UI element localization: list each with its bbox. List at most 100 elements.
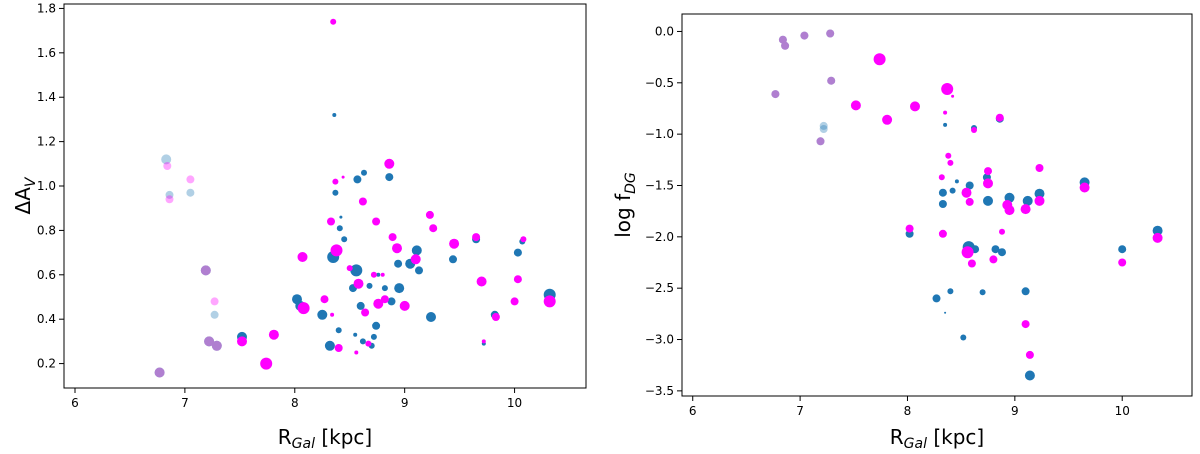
left-series-b-point <box>520 236 527 243</box>
left-series-b-point <box>410 254 421 265</box>
right-y-tick-label: −0.5 <box>645 76 674 90</box>
left-y-tick-label: 1.6 <box>37 46 56 60</box>
right-series-a-faint-point <box>800 31 809 40</box>
left-series-b-point <box>186 175 195 184</box>
left-series-b-point <box>297 252 308 262</box>
left-series-b-point <box>425 210 434 219</box>
left-series-b-point <box>297 302 310 315</box>
left-series-a-point <box>513 248 522 257</box>
right-series-b-point <box>1079 182 1090 193</box>
right-series-a-faint-point <box>816 137 825 146</box>
right-series-b-point <box>943 110 948 115</box>
left-y-tick-label: 1.0 <box>37 179 56 193</box>
left-series-a-faint-point <box>200 265 211 276</box>
left-series-a-faint-point <box>204 336 215 347</box>
right-series-a-point <box>943 122 948 127</box>
right-x-tick-label: 6 <box>689 404 697 418</box>
left-series-a-point <box>411 245 422 256</box>
right-series-b-point <box>947 159 954 166</box>
left-series-a-point <box>387 297 396 306</box>
right-series-a-point <box>1034 188 1045 199</box>
left-y-tick-label: 1.8 <box>37 1 56 15</box>
left-series-b-point <box>481 339 486 344</box>
right-series-b-point <box>1004 205 1015 216</box>
left-series-a-faint-point <box>211 340 222 351</box>
left-series-a-point <box>385 173 394 182</box>
left-series-b-point <box>476 276 487 287</box>
right-series-a-faint-point <box>827 76 836 85</box>
right-series-a-point <box>819 125 828 133</box>
left-series-b-point <box>449 238 460 249</box>
left-series-b-point <box>353 278 364 289</box>
left-series-b-point <box>354 350 359 355</box>
left-series-a-point <box>449 255 457 264</box>
left-series-b-point <box>372 217 381 226</box>
right-series-b-point <box>971 127 977 133</box>
left-series-b-point <box>327 217 335 226</box>
left-series-b-point <box>510 297 519 306</box>
right-series-a-faint-point <box>781 41 790 50</box>
right-series-b-point <box>995 113 1004 122</box>
left-series-a-point <box>317 309 328 320</box>
left-series-b-point <box>429 224 438 233</box>
right-y-tick-label: −2.5 <box>645 281 674 295</box>
right-series-a-point <box>1118 245 1127 254</box>
left-series-a-point <box>426 312 436 322</box>
right-series-b-point <box>850 100 861 111</box>
right-series-b-point <box>965 197 974 206</box>
right-y-tick-label: −3.5 <box>645 384 674 398</box>
left-y-tick-label: 0.4 <box>37 312 56 326</box>
left-series-b-point <box>260 357 273 370</box>
right-series-a-point <box>819 121 828 130</box>
right-y-tick-label: −1.0 <box>645 127 674 141</box>
right-series-b-point <box>1034 195 1045 206</box>
right-series-b-point <box>945 152 952 159</box>
left-y-tick-label: 0.8 <box>37 223 56 237</box>
left-series-a-point <box>339 215 343 219</box>
left-series-b-point <box>332 178 339 185</box>
left-x-tick-label: 10 <box>507 396 522 410</box>
right-series-b-point <box>1035 164 1044 172</box>
right-series-b-point <box>989 255 998 264</box>
left-series-b-point <box>330 244 343 257</box>
right-series-a-point <box>1021 287 1030 296</box>
right-series-b-point <box>882 114 893 125</box>
left-series-a-point <box>394 259 403 268</box>
right-series-b-point <box>905 224 914 233</box>
left-series-a-point <box>341 236 348 243</box>
right-y-tick-label: 0.0 <box>655 24 674 38</box>
right-x-tick-label: 8 <box>904 404 912 418</box>
right-series-a-point <box>979 289 986 296</box>
left-series-a-point <box>165 190 174 199</box>
left-series-b-point <box>341 175 345 179</box>
right-series-b-point <box>941 83 954 95</box>
left-series-b-point <box>165 195 174 204</box>
left-x-tick-label: 6 <box>71 396 79 410</box>
right-series-b-point <box>910 101 920 112</box>
left-series-b-point <box>388 233 397 242</box>
left-series-a-point <box>186 188 195 197</box>
left-series-a-point <box>350 264 363 277</box>
right-y-axis-label: log fDG <box>611 172 639 238</box>
right-series-a-faint-point <box>778 35 787 44</box>
right-series-a-faint-point <box>826 29 835 38</box>
left-series-b-point <box>268 329 279 340</box>
right-series-a-point <box>960 334 967 341</box>
left-series-b-point <box>361 308 370 317</box>
left-series-b-point <box>330 18 337 25</box>
left-series-b-point <box>370 271 377 278</box>
right-series-b-point <box>961 246 974 259</box>
left-series-a-point <box>372 321 381 330</box>
left-series-a-point <box>161 154 172 165</box>
left-series-b-point <box>392 243 402 254</box>
right-series-b-point <box>1025 350 1034 359</box>
right-series-b-point <box>1118 258 1127 267</box>
left-y-tick-label: 0.6 <box>37 268 56 282</box>
right-series-b-point <box>1021 320 1030 329</box>
left-series-b-point <box>320 295 329 304</box>
right-series-a-point <box>944 311 947 314</box>
left-series-b-point <box>163 162 172 170</box>
left-series-b-point <box>237 336 247 347</box>
right-x-tick-label: 10 <box>1115 404 1130 418</box>
left-series-b-point <box>330 312 335 317</box>
